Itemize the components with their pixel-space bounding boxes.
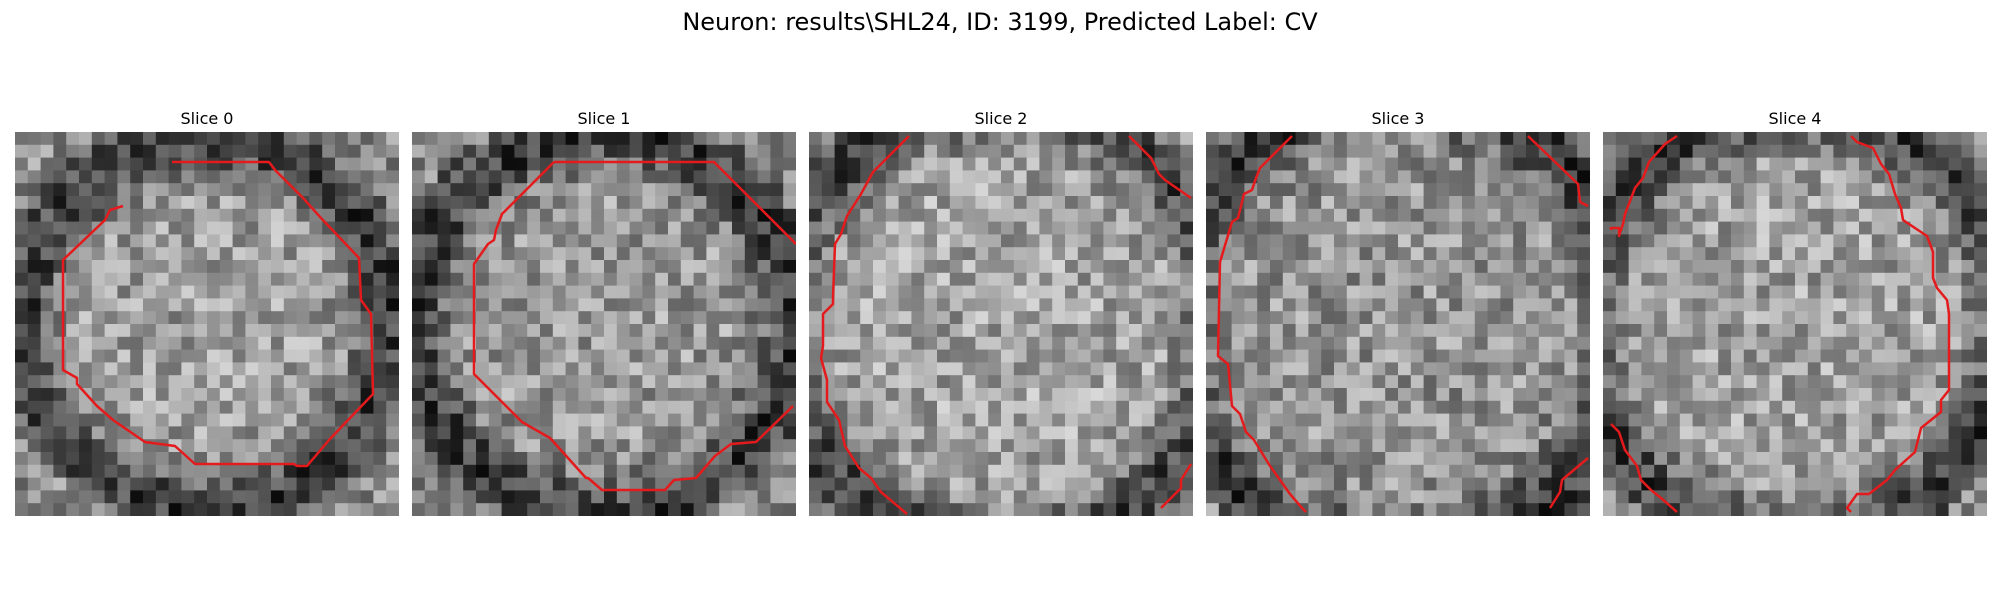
contour-line <box>1216 135 1307 513</box>
slice-panel-4: Slice 4 <box>1603 110 1987 516</box>
slice-image-0 <box>15 132 399 516</box>
slice-panel-0: Slice 0 <box>15 110 399 516</box>
slice-image-2 <box>809 132 1193 516</box>
contour-line <box>1527 135 1589 208</box>
slice-image-3 <box>1206 132 1590 516</box>
slice-image-4 <box>1603 132 1987 516</box>
slice-panel-1: Slice 1 <box>412 110 796 516</box>
contour-line <box>1128 135 1192 200</box>
contour-line <box>819 135 910 515</box>
contour-line <box>1845 135 1951 513</box>
slice-title: Slice 4 <box>1768 109 1822 128</box>
slice-title: Slice 0 <box>180 109 234 128</box>
slice-panel-2: Slice 2 <box>809 110 1193 516</box>
slice-title: Slice 1 <box>577 109 631 128</box>
contour-line <box>1160 463 1193 509</box>
slice-title: Slice 3 <box>1371 109 1425 128</box>
slice-panel-3: Slice 3 <box>1206 110 1590 516</box>
contour-line <box>1610 423 1678 513</box>
contour-line <box>472 161 794 492</box>
slice-image-1 <box>412 132 796 516</box>
contour-line <box>554 160 796 245</box>
slice-title: Slice 2 <box>974 109 1028 128</box>
contour-line <box>1609 134 1678 238</box>
figure-title: Neuron: results\SHL24, ID: 3199, Predict… <box>682 8 1318 36</box>
contour-line <box>61 160 375 468</box>
contour-line <box>1548 457 1589 509</box>
